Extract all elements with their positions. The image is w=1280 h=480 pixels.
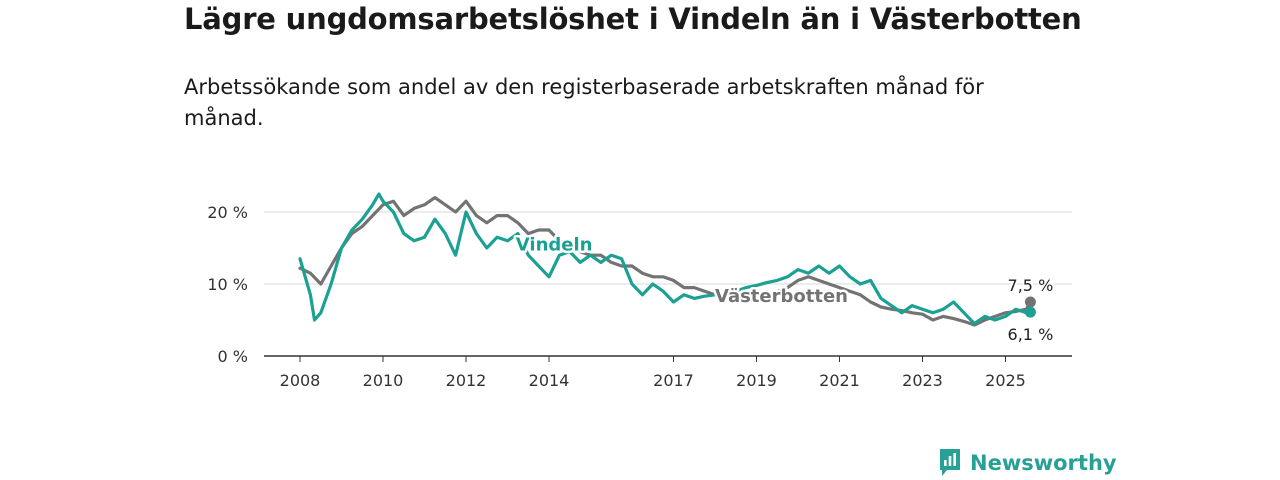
y-tick-label: 0 % bbox=[218, 347, 248, 366]
end-value-label: 6,1 % bbox=[1008, 325, 1054, 344]
end-point-marker bbox=[1024, 296, 1036, 308]
y-axis-ticks: 0 % 10 % 20 % bbox=[207, 203, 248, 366]
series-label-västerbotten: Västerbotten bbox=[715, 286, 848, 307]
x-tick-label: 2017 bbox=[653, 371, 694, 390]
x-axis-ticks: 2008 2010 2012 2014 2017 2019 2021 2023 2025 bbox=[280, 356, 1026, 390]
chart-title: Lägre ungdomsarbetslöshet i Vindeln än i… bbox=[184, 2, 1082, 36]
line-chart: 0 % 10 % 20 % 2008 2010 2012 2014 2017 2019 2021… bbox=[207, 192, 1072, 390]
x-tick-label: 2008 bbox=[280, 371, 321, 390]
brand-logo: Newsworthy bbox=[938, 448, 1117, 478]
x-tick-label: 2021 bbox=[819, 371, 860, 390]
newsworthy-logo-icon bbox=[940, 449, 960, 476]
grid-lines bbox=[264, 211, 1072, 357]
chart-subtitle: Arbetssökande som andel av den registerb… bbox=[184, 75, 984, 130]
x-tick-label: 2023 bbox=[902, 371, 943, 390]
y-tick-label: 10 % bbox=[207, 275, 248, 294]
end-value-label: 7,5 % bbox=[1008, 276, 1054, 295]
x-tick-label: 2025 bbox=[985, 371, 1026, 390]
x-tick-label: 2019 bbox=[736, 371, 777, 390]
series-line-vindeln bbox=[298, 192, 1032, 326]
x-tick-label: 2014 bbox=[529, 371, 570, 390]
end-point-marker bbox=[1024, 306, 1036, 318]
y-tick-label: 20 % bbox=[207, 203, 248, 222]
brand-name: Newsworthy bbox=[970, 451, 1117, 475]
series-lines bbox=[298, 192, 1036, 327]
series-label-vindeln: Vindeln bbox=[516, 234, 593, 255]
x-tick-label: 2010 bbox=[363, 371, 404, 390]
series-labels: Västerbotten Vindeln 7,5 % 6,1 % bbox=[513, 232, 1055, 346]
x-tick-label: 2012 bbox=[446, 371, 487, 390]
series-line-västerbotten bbox=[298, 196, 1032, 327]
